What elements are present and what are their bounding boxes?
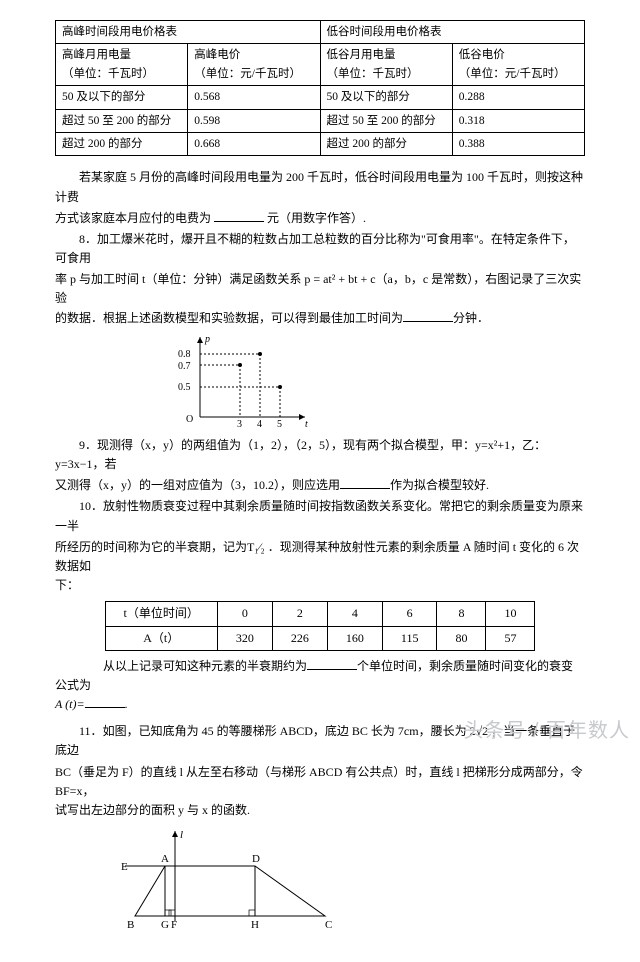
header-peak: 高峰时间段用电价格表 xyxy=(56,21,321,44)
svg-text:B: B xyxy=(127,919,134,931)
blank-formula xyxy=(85,696,125,708)
svg-text:5: 5 xyxy=(277,419,282,430)
svg-text:0.8: 0.8 xyxy=(178,349,191,360)
col-peak-usage: 高峰月用电量（单位：千瓦时） xyxy=(56,44,188,86)
table-row: 超过 200 的部分 0.668 超过 200 的部分 0.388 xyxy=(56,132,585,155)
question-family-line2: 方式该家庭本月应付的电费为 元（用数字作答）. xyxy=(55,209,585,228)
svg-text:t: t xyxy=(305,419,308,430)
svg-text:A: A xyxy=(161,853,169,865)
blank-model xyxy=(340,477,390,489)
col-valley-usage: 低谷月用电量（单位：千瓦时） xyxy=(320,44,452,86)
question-9: 9．现测得（x，y）的两组值为（1，2），（2，5），现有两个拟合模型，甲：y=… xyxy=(55,436,585,474)
svg-text:0.5: 0.5 xyxy=(178,382,191,393)
table-row: 50 及以下的部分 0.568 50 及以下的部分 0.288 xyxy=(56,86,585,109)
blank-fee xyxy=(214,210,264,222)
price-table: 高峰时间段用电价格表 低谷时间段用电价格表 高峰月用电量（单位：千瓦时） 高峰电… xyxy=(55,20,585,156)
svg-text:3: 3 xyxy=(237,419,242,430)
blank-halflife xyxy=(307,658,357,670)
table-row: 超过 50 至 200 的部分 0.598 超过 50 至 200 的部分 0.… xyxy=(56,109,585,132)
col-peak-price: 高峰电价（单位：元/千瓦时） xyxy=(188,44,320,86)
col-valley-price: 低谷电价（单位：元/千瓦时） xyxy=(452,44,584,86)
q10-followup: 从以上记录可知这种元素的半衰期约为个单位时间，剩余质量随时间变化的衰变公式为 xyxy=(55,657,585,695)
header-valley: 低谷时间段用电价格表 xyxy=(320,21,585,44)
decay-data-table: t（单位时间） 0 2 4 6 8 10 A（t） 320 226 160 11… xyxy=(105,601,536,650)
question-8: 8．加工爆米花时，爆开且不糊的粒数占加工总粒数的百分比称为"可食用率"。在特定条… xyxy=(55,230,585,268)
watermark: 头条号 / 百年数人 xyxy=(463,715,630,747)
svg-text:D: D xyxy=(252,853,260,865)
svg-text:0.7: 0.7 xyxy=(178,361,191,372)
svg-text:4: 4 xyxy=(257,419,262,430)
svg-text:C: C xyxy=(325,919,332,931)
trapezoid-figure: l A D E B F G H C xyxy=(115,826,345,936)
svg-text:F: F xyxy=(171,919,177,931)
chart-q8: O t p 0.8 0.7 0.5 3 4 5 xyxy=(175,332,315,432)
origin-label: O xyxy=(186,414,193,425)
svg-text:H: H xyxy=(251,919,259,931)
svg-text:p: p xyxy=(204,334,210,345)
svg-text:E: E xyxy=(121,861,128,873)
blank-time xyxy=(403,310,453,322)
svg-text:G: G xyxy=(161,919,169,931)
question-family: 若某家庭 5 月份的高峰时间段用电量为 200 千瓦时，低谷时间段用电量为 10… xyxy=(55,168,585,206)
question-10: 10．放射性物质衰变过程中其剩余质量随时间按指数函数关系变化。常把它的剩余质量变… xyxy=(55,497,585,535)
svg-text:l: l xyxy=(180,829,183,841)
